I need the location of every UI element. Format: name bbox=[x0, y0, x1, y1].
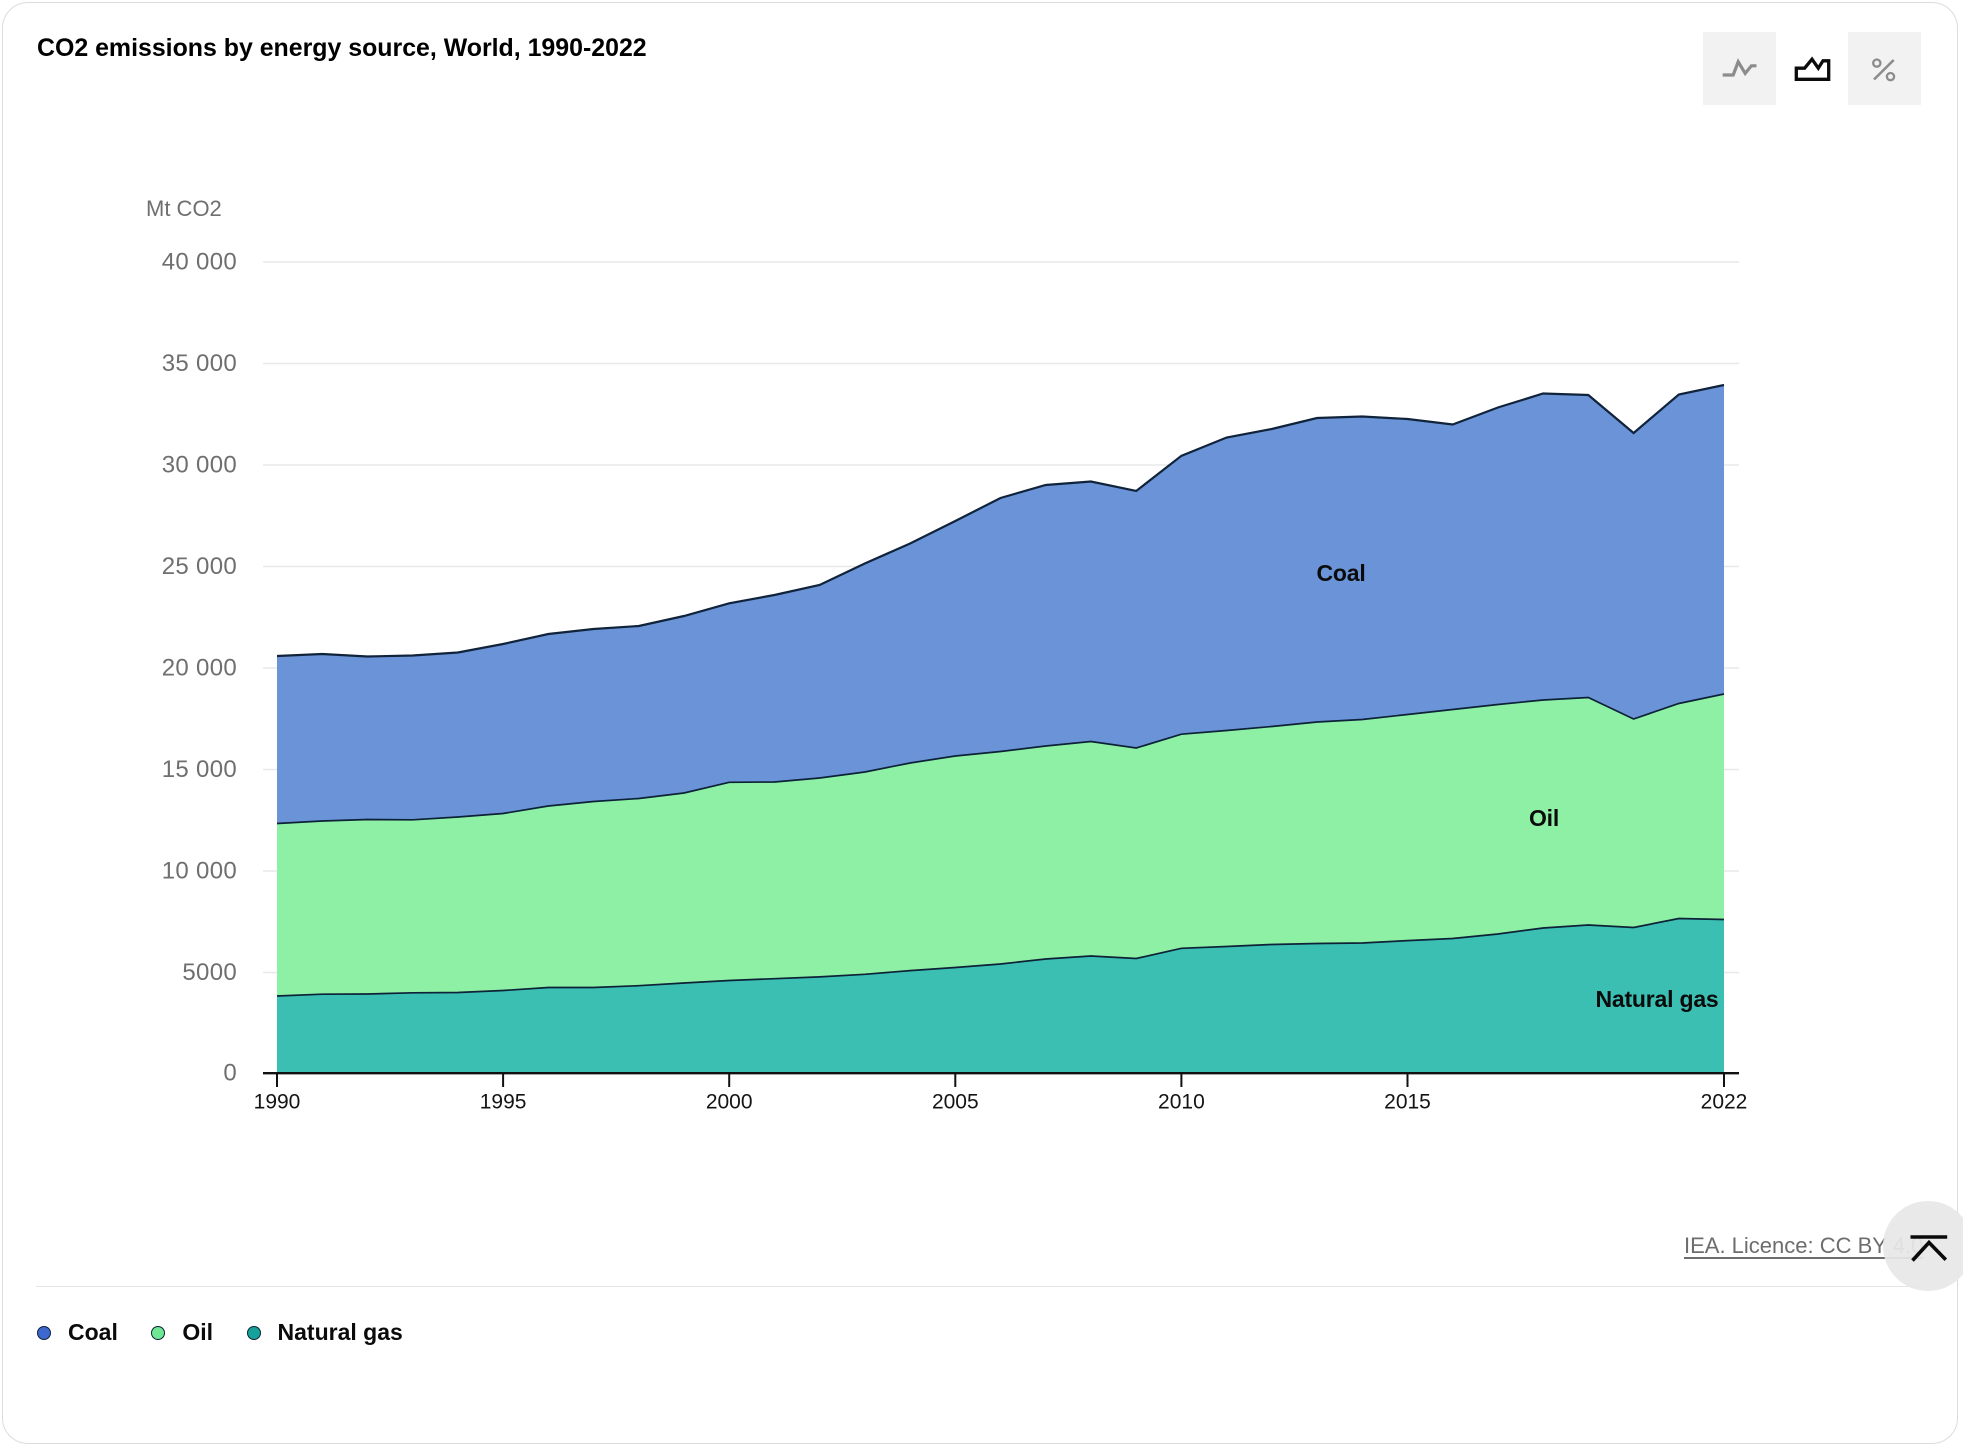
svg-text:15 000: 15 000 bbox=[162, 756, 237, 783]
svg-text:Coal: Coal bbox=[1316, 560, 1365, 586]
svg-text:40 000: 40 000 bbox=[162, 249, 237, 276]
svg-text:5000: 5000 bbox=[182, 959, 237, 986]
svg-text:2000: 2000 bbox=[706, 1091, 753, 1114]
svg-text:2010: 2010 bbox=[1158, 1091, 1205, 1114]
svg-text:Natural gas: Natural gas bbox=[1595, 986, 1718, 1012]
svg-text:10 000: 10 000 bbox=[162, 858, 237, 885]
svg-text:1990: 1990 bbox=[254, 1091, 301, 1114]
svg-text:1995: 1995 bbox=[480, 1091, 527, 1114]
svg-text:30 000: 30 000 bbox=[162, 452, 237, 479]
svg-text:25 000: 25 000 bbox=[162, 553, 237, 580]
svg-text:Oil: Oil bbox=[1529, 805, 1559, 831]
svg-text:35 000: 35 000 bbox=[162, 350, 237, 377]
svg-text:2005: 2005 bbox=[932, 1091, 979, 1114]
svg-text:20 000: 20 000 bbox=[162, 655, 237, 682]
svg-text:2022: 2022 bbox=[1701, 1091, 1748, 1114]
svg-text:0: 0 bbox=[223, 1060, 237, 1087]
svg-text:2015: 2015 bbox=[1384, 1091, 1431, 1114]
svg-text:Mt CO2: Mt CO2 bbox=[146, 196, 222, 221]
